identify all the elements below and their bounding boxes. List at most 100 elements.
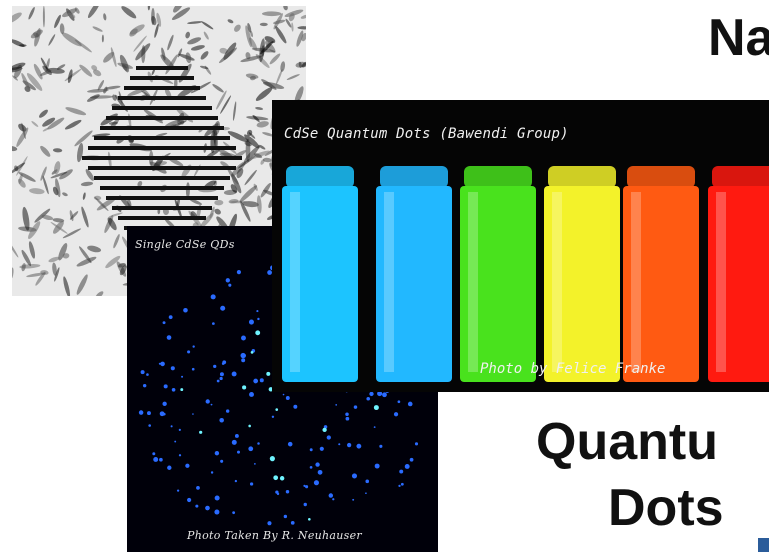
vial-highlight — [716, 192, 726, 372]
vial-highlight — [468, 192, 478, 372]
qd-dot — [225, 409, 230, 413]
qd-dot — [187, 350, 191, 354]
qd-dot — [185, 463, 190, 468]
qd-dot — [159, 457, 163, 462]
qd-dot — [191, 367, 195, 371]
qd-dot — [308, 517, 311, 521]
qd-dot — [253, 378, 259, 384]
vial-cap — [712, 166, 769, 188]
qd-dot — [404, 464, 410, 469]
qd-dot — [326, 435, 331, 440]
qd-dot — [397, 400, 401, 404]
qd-dot — [399, 469, 404, 474]
lattice-fringe — [88, 166, 236, 170]
qd-dot — [353, 405, 358, 409]
qd-dot — [228, 283, 232, 287]
qd-dot — [303, 502, 307, 507]
qd-dot — [365, 479, 370, 484]
qd-dot — [273, 475, 279, 481]
qd-dot — [242, 385, 247, 390]
single-qd-photo-credit: Photo Taken By R. Neuhauser — [187, 529, 362, 542]
qd-dot — [140, 370, 145, 375]
lattice-fringe — [130, 76, 194, 80]
qd-dot — [170, 425, 173, 428]
qd-dot — [287, 441, 293, 447]
qd-dot — [365, 492, 367, 495]
lattice-fringe — [82, 156, 242, 160]
qd-dot — [313, 480, 319, 486]
qd-dot — [248, 424, 251, 428]
qd-dot — [231, 439, 237, 445]
qd-dot — [338, 443, 341, 446]
qd-vials-photo: CdSe Quantum Dots (Bawendi Group) Photo … — [272, 100, 769, 392]
lattice-fringe — [124, 86, 200, 90]
vial-cap — [627, 166, 695, 188]
qd-dot — [351, 473, 358, 479]
qd-dot — [271, 415, 275, 418]
qd-dot — [216, 379, 220, 383]
qd-dot — [347, 442, 352, 448]
qd-dot — [237, 450, 240, 454]
lattice-fringe — [136, 66, 188, 70]
qd-dot — [255, 330, 261, 336]
qd-dot — [219, 372, 224, 377]
qd-dot — [168, 315, 173, 320]
qd-dot — [199, 430, 203, 434]
qd-dot — [259, 378, 264, 383]
qd-dot — [159, 411, 165, 417]
qd-dot — [382, 392, 387, 398]
qd-dot — [345, 416, 350, 421]
qd-dot — [138, 410, 144, 415]
qd-dot — [171, 387, 176, 392]
lattice-fringe — [100, 186, 224, 190]
qd-dot — [187, 497, 192, 503]
vial-body — [544, 186, 620, 382]
qd-dot — [257, 442, 260, 445]
qd-dot — [219, 417, 224, 423]
qd-dot — [366, 396, 371, 401]
lattice-fringe — [118, 96, 206, 100]
qd-dot — [266, 371, 271, 376]
qd-dot — [240, 352, 246, 359]
qd-dot — [409, 457, 414, 462]
qd-dot — [379, 444, 383, 448]
qd-dot — [317, 469, 323, 475]
qd-dot — [248, 319, 254, 325]
qd-dot — [254, 463, 256, 465]
qd-dot — [162, 321, 166, 325]
qd-dot — [285, 489, 290, 494]
qd-dot — [332, 498, 335, 501]
vial-highlight — [552, 192, 562, 372]
qd-dot — [249, 482, 254, 486]
qd-dot — [183, 307, 188, 313]
qd-dot — [205, 399, 210, 404]
qd-dot — [146, 373, 149, 376]
qd-dot — [275, 490, 279, 494]
qd-dot — [210, 403, 213, 406]
qd-dot — [210, 471, 214, 474]
title-dots: Dots — [608, 479, 724, 537]
qd-dot — [148, 424, 152, 427]
qd-dot — [303, 484, 306, 487]
qd-dot — [309, 465, 313, 469]
qd-dot — [241, 358, 246, 363]
qd-dot — [285, 396, 290, 400]
qd-dot — [220, 459, 224, 463]
qd-dot — [195, 504, 199, 508]
qd-dot — [212, 322, 215, 325]
qd-dot — [205, 505, 210, 511]
vial-cap — [380, 166, 448, 188]
vial-body — [376, 186, 452, 382]
qd-dot — [328, 493, 334, 498]
qd-dot — [279, 476, 285, 481]
qd-dot — [352, 498, 355, 501]
vial-cap — [464, 166, 532, 188]
qd-dot — [210, 294, 216, 300]
qd-dot — [248, 446, 254, 452]
qd-dot — [196, 485, 200, 490]
qd-dot — [225, 278, 230, 283]
lattice-fringe — [118, 216, 206, 220]
lattice-fringe — [94, 136, 230, 140]
qd-dot — [167, 465, 172, 470]
qd-dot — [234, 434, 239, 438]
